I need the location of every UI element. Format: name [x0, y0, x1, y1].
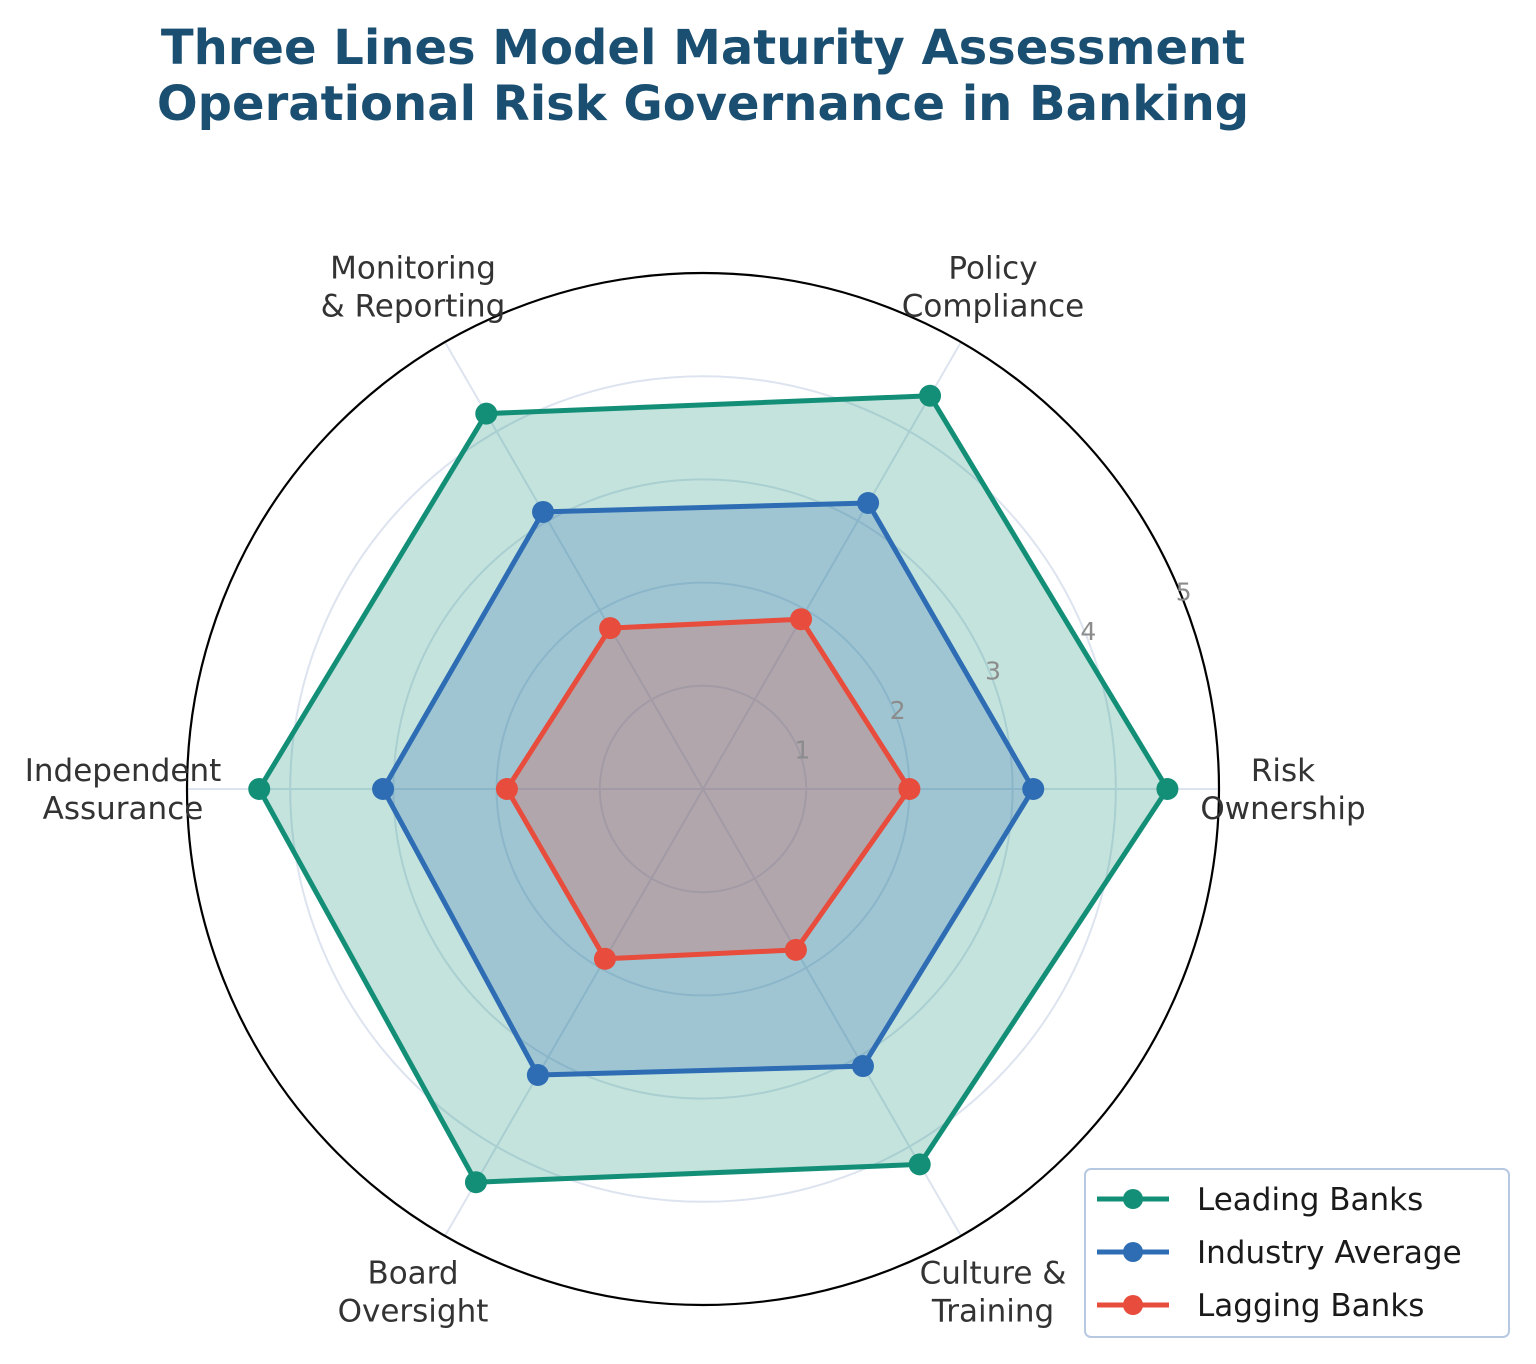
axis-label-independent-assurance-line-1: Independent: [25, 753, 222, 789]
data-point-leading-banks-4: [248, 778, 271, 800]
axis-label-monitoring-reporting-line-1: Monitoring: [330, 251, 496, 287]
data-point-lagging-banks-5: [593, 947, 616, 970]
radar-series: [248, 384, 1179, 1194]
chart-title-line-1: Three Lines Model Maturity Assessment: [161, 20, 1245, 76]
data-point-industry-average-6: [851, 1055, 874, 1078]
axis-label-board-oversight-line-1: Board: [367, 1255, 458, 1291]
data-point-leading-banks-3: [475, 402, 498, 425]
tick-label-2: 2: [890, 696, 906, 725]
legend-marker-industry-average: [1123, 1242, 1143, 1262]
axis-label-risk-ownership-line-2: Ownership: [1200, 791, 1365, 827]
legend-marker-lagging-banks: [1123, 1295, 1143, 1315]
data-point-lagging-banks-3: [599, 617, 622, 640]
tick-label-4: 4: [1080, 617, 1096, 646]
data-point-lagging-banks-2: [790, 608, 813, 631]
series-area-leading-banks: [259, 395, 1168, 1183]
legend-marker-leading-banks: [1123, 1189, 1143, 1209]
data-point-leading-banks-1: [1156, 778, 1179, 800]
axis-label-board-oversight-line-2: Oversight: [338, 1293, 489, 1329]
axis-label-independent-assurance-line-2: Assurance: [43, 791, 204, 827]
radial-tick-labels: 1 2 3 4 5: [794, 578, 1191, 765]
axis-label-monitoring-reporting-line-2: & Reporting: [321, 289, 506, 325]
data-point-industry-average-2: [857, 492, 880, 515]
chart-title-line-2: Operational Risk Governance in Banking: [157, 76, 1249, 132]
data-point-leading-banks-6: [908, 1153, 931, 1176]
tick-label-5: 5: [1176, 578, 1192, 607]
legend-label-leading-banks: Leading Banks: [1197, 1182, 1423, 1218]
axis-label-culture-training-line-2: Training: [931, 1293, 1054, 1329]
axis-label-policy-compliance-line-1: Policy: [948, 251, 1037, 287]
axis-label-risk-ownership-line-1: Risk: [1251, 753, 1315, 789]
tick-label-3: 3: [985, 657, 1001, 686]
series-area-lagging-banks: [506, 619, 910, 959]
axis-label-policy-compliance-line-2: Compliance: [902, 289, 1084, 325]
grid-spoke-2: [702, 341, 962, 790]
data-point-industry-average-4: [372, 778, 395, 800]
legend-frame: [1084, 1168, 1510, 1338]
grid-spoke-5: [444, 788, 704, 1237]
legend-label-lagging-banks: Lagging Banks: [1197, 1288, 1424, 1324]
data-point-industry-average-3: [532, 500, 555, 523]
series-area-industry-average: [383, 503, 1034, 1075]
data-point-lagging-banks-4: [495, 778, 518, 800]
legend-label-industry-average: Industry Average: [1197, 1235, 1462, 1271]
data-point-leading-banks-2: [919, 384, 942, 407]
data-point-industry-average-5: [526, 1063, 549, 1086]
axis-label-culture-training-line-1: Culture &: [920, 1255, 1067, 1291]
data-point-lagging-banks-6: [784, 938, 807, 961]
legend: Leading Banks Industry Average Lagging B…: [1084, 1168, 1510, 1338]
tick-label-1: 1: [794, 736, 810, 765]
outer-ring: [185, 271, 1221, 1307]
data-point-leading-banks-5: [464, 1171, 487, 1194]
data-point-lagging-banks-1: [898, 778, 921, 800]
data-point-industry-average-1: [1022, 778, 1045, 800]
